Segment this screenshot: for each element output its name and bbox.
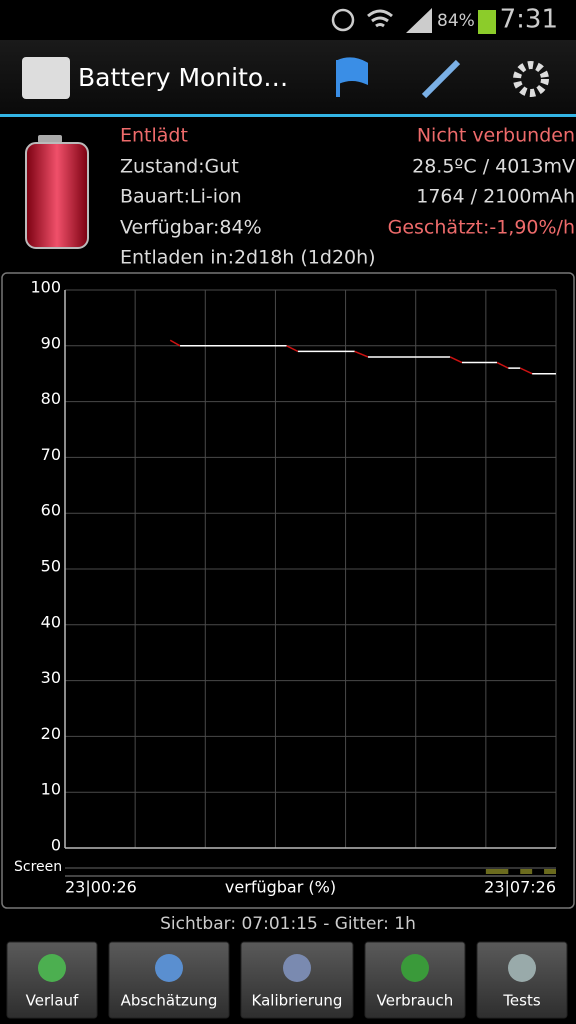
action-bar bbox=[0, 40, 576, 114]
tab-label: Kalibrierung bbox=[252, 992, 343, 1010]
x-tick-label: 23|07:26 bbox=[484, 878, 556, 897]
clock: 7:31 bbox=[500, 5, 558, 35]
y-tick-label: 100 bbox=[30, 278, 61, 297]
y-tick-label: 60 bbox=[41, 501, 61, 520]
y-tick-label: 80 bbox=[41, 389, 61, 408]
y-tick-label: 20 bbox=[41, 724, 61, 743]
y-tick-label: 0 bbox=[51, 836, 61, 855]
tab-icon bbox=[283, 954, 311, 982]
line-segment bbox=[169, 339, 181, 347]
info-left: Entladen in:2d18h (1d20h) bbox=[120, 247, 376, 269]
action-bar-divider bbox=[0, 114, 576, 117]
x-tick-label: 23|00:26 bbox=[65, 878, 137, 897]
info-right: Nicht verbunden bbox=[417, 125, 575, 147]
tab-label: Verbrauch bbox=[377, 992, 454, 1010]
tab-label: Abschätzung bbox=[121, 992, 218, 1010]
line-segment bbox=[449, 356, 463, 364]
y-tick-label: 10 bbox=[41, 780, 61, 799]
battery-percent: 84% bbox=[437, 11, 475, 31]
line-segment bbox=[354, 350, 369, 358]
y-tick-label: 90 bbox=[41, 333, 61, 352]
tab-label: Verlauf bbox=[26, 992, 79, 1010]
flag-button[interactable] bbox=[336, 57, 368, 97]
app-title: Battery Monito… bbox=[78, 63, 288, 92]
y-tick-label: 50 bbox=[41, 557, 61, 576]
battery-icon bbox=[478, 10, 496, 34]
info-left: Zustand:Gut bbox=[120, 156, 239, 178]
screen-on-bar bbox=[485, 869, 509, 874]
line-segment bbox=[286, 345, 299, 353]
y-tick-label: 70 bbox=[41, 445, 61, 464]
tab-icon bbox=[38, 954, 66, 982]
tab-icon bbox=[508, 954, 536, 982]
screen-on-bar bbox=[520, 869, 533, 874]
alarm-icon bbox=[331, 8, 355, 32]
x-axis-label: verfügbar (%) bbox=[225, 878, 336, 897]
footer-text: Sichtbar: 07:01:15 - Gitter: 1h bbox=[160, 914, 416, 934]
battery-image bbox=[25, 142, 89, 249]
battery-cap bbox=[38, 135, 62, 143]
info-left: Verfügbar:84% bbox=[120, 217, 262, 239]
settings-button[interactable] bbox=[513, 61, 549, 97]
line-segment bbox=[496, 361, 509, 369]
signal-icon bbox=[406, 8, 432, 33]
info-right: Geschätzt:-1,90%/h bbox=[388, 217, 575, 239]
info-right: 1764 / 2100mAh bbox=[416, 186, 575, 208]
tab-icon bbox=[401, 954, 429, 982]
chart-frame bbox=[1, 272, 575, 909]
screen-on-bar bbox=[544, 869, 556, 874]
info-left: Bauart:Li-ion bbox=[120, 186, 242, 208]
edit-button[interactable] bbox=[421, 59, 461, 99]
app-icon[interactable] bbox=[22, 57, 70, 99]
screen-label: Screen bbox=[14, 859, 62, 875]
info-right: 28.5ºC / 4013mV bbox=[412, 156, 575, 178]
wifi-icon bbox=[367, 9, 393, 28]
tab-label: Tests bbox=[502, 992, 541, 1010]
line-segment bbox=[519, 367, 533, 375]
y-tick-label: 40 bbox=[41, 612, 61, 631]
tab-icon bbox=[155, 954, 183, 982]
y-tick-label: 30 bbox=[41, 668, 61, 687]
info-left: Entlädt bbox=[120, 125, 188, 147]
